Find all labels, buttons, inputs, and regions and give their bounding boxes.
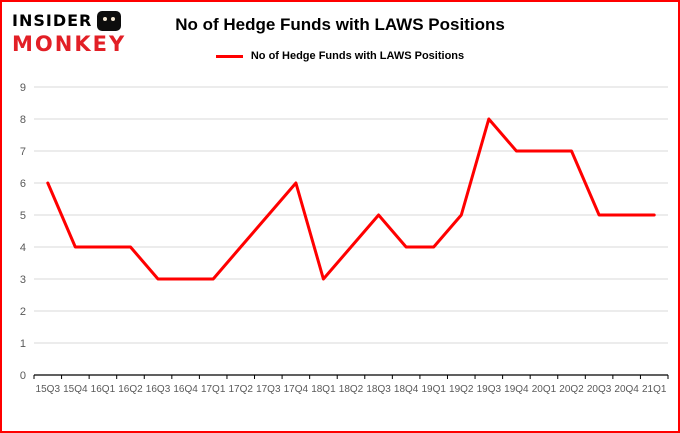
monkey-icon bbox=[97, 11, 122, 31]
series-line-0 bbox=[46, 117, 656, 281]
x-axis-tick-label: 18Q2 bbox=[339, 384, 364, 395]
y-axis-tick-label: 1 bbox=[20, 338, 26, 350]
chart-header: No of Hedge Funds with LAWS Positions No… bbox=[2, 2, 678, 62]
x-axis-tick-label: 18Q3 bbox=[366, 384, 391, 395]
y-axis-tick-label: 8 bbox=[20, 114, 26, 126]
x-axis-tick-label: 21Q1 bbox=[642, 384, 667, 395]
chart-title: No of Hedge Funds with LAWS Positions bbox=[175, 15, 505, 34]
x-axis-tick-label: 19Q2 bbox=[449, 384, 474, 395]
x-axis-tick-label: 17Q4 bbox=[284, 384, 309, 395]
x-axis-tick-label: 20Q1 bbox=[532, 384, 557, 395]
y-axis-tick-label: 3 bbox=[20, 274, 26, 286]
x-axis-tick-label: 18Q1 bbox=[311, 384, 336, 395]
insider-monkey-logo: INSIDER MONKEY bbox=[12, 11, 126, 55]
chart-legend: No of Hedge Funds with LAWS Positions bbox=[2, 50, 678, 62]
logo-text-monkey: MONKEY bbox=[12, 32, 127, 56]
x-axis-tick-label: 19Q4 bbox=[504, 384, 529, 395]
y-axis-tick-label: 6 bbox=[20, 178, 26, 190]
x-axis-tick-label: 19Q3 bbox=[477, 384, 502, 395]
legend-label: No of Hedge Funds with LAWS Positions bbox=[250, 50, 465, 62]
x-axis-tick-label: 15Q3 bbox=[36, 384, 61, 395]
x-axis-tick-label: 16Q4 bbox=[173, 384, 198, 395]
x-axis-tick-label: 16Q2 bbox=[118, 384, 143, 395]
logo-top-row: INSIDER bbox=[12, 11, 126, 31]
x-axis-tick-label: 17Q2 bbox=[229, 384, 254, 395]
x-axis-tick-label: 20Q4 bbox=[614, 384, 639, 395]
x-axis-tick-label: 16Q1 bbox=[91, 384, 116, 395]
x-axis-tick-label: 20Q2 bbox=[559, 384, 584, 395]
x-axis-tick-label: 20Q3 bbox=[587, 384, 612, 395]
x-axis-tick-label: 15Q4 bbox=[63, 384, 88, 395]
x-axis-tick-label: 17Q3 bbox=[256, 384, 281, 395]
legend-line-swatch bbox=[215, 54, 243, 58]
y-axis-tick-label: 0 bbox=[20, 370, 26, 382]
y-axis-tick-label: 4 bbox=[20, 242, 26, 254]
x-axis-tick-label: 19Q1 bbox=[421, 384, 446, 395]
y-axis-tick-label: 9 bbox=[20, 82, 26, 94]
y-axis-tick-label: 2 bbox=[20, 306, 26, 318]
x-axis-tick-label: 18Q4 bbox=[394, 384, 419, 395]
x-axis-tick-label: 17Q1 bbox=[201, 384, 226, 395]
y-axis-tick-label: 7 bbox=[20, 146, 26, 158]
y-axis-tick-label: 5 bbox=[20, 210, 26, 222]
logo-text-insider: INSIDER bbox=[12, 11, 93, 30]
x-axis-tick-label: 16Q3 bbox=[146, 384, 171, 395]
